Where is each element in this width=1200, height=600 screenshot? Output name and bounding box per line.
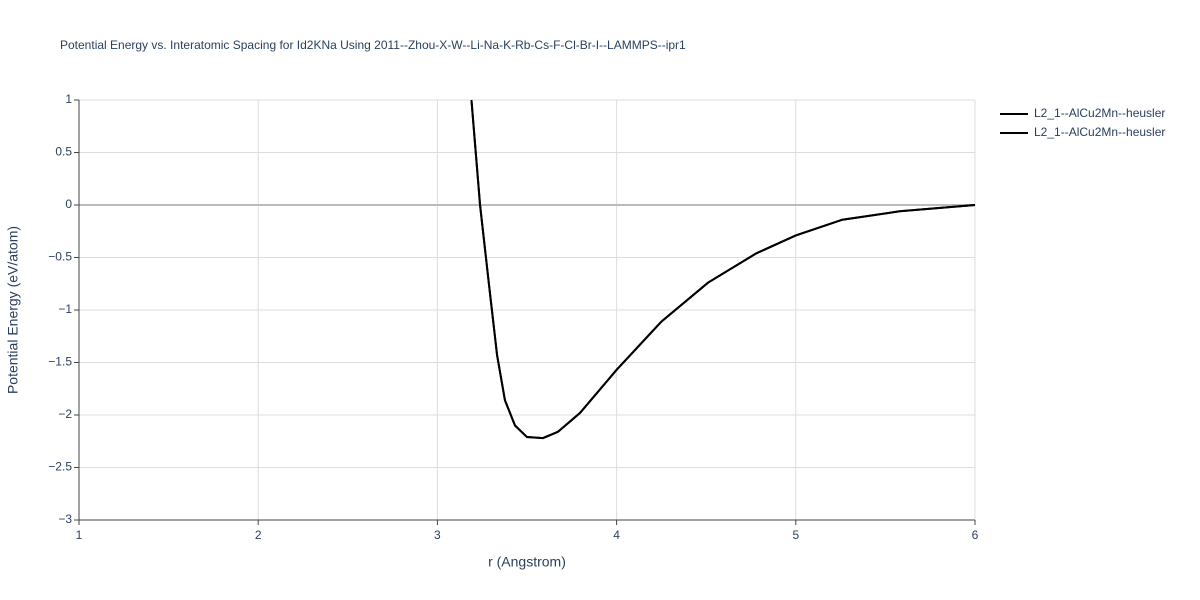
x-tick-label: 6 bbox=[972, 528, 979, 542]
y-tick-label: −3 bbox=[58, 512, 72, 526]
y-tick-label: −2 bbox=[58, 407, 72, 421]
legend-label: L2_1--AlCu2Mn--heusler bbox=[1034, 106, 1165, 120]
chart-title: Potential Energy vs. Interatomic Spacing… bbox=[60, 38, 686, 52]
x-tick-label: 5 bbox=[792, 528, 799, 542]
y-tick-label: −0.5 bbox=[48, 250, 72, 264]
x-tick-label: 2 bbox=[255, 528, 262, 542]
legend-label: L2_1--AlCu2Mn--heusler bbox=[1034, 125, 1165, 139]
y-tick-label: −1.5 bbox=[48, 355, 72, 369]
y-tick-label: −1 bbox=[58, 302, 72, 316]
x-axis-title: r (Angstrom) bbox=[488, 554, 566, 570]
line-series bbox=[470, 99, 976, 440]
y-tick-label: 1 bbox=[65, 92, 72, 106]
y-tick-label: 0.5 bbox=[55, 145, 72, 159]
x-tick-label: 1 bbox=[76, 528, 83, 542]
y-tick-label: −2.5 bbox=[48, 460, 72, 474]
x-tick-label: 3 bbox=[434, 528, 441, 542]
y-tick-label: 0 bbox=[65, 197, 72, 211]
x-tick-label: 4 bbox=[613, 528, 620, 542]
y-axis-title: Potential Energy (eV/atom) bbox=[5, 226, 21, 394]
line-series bbox=[470, 99, 976, 440]
